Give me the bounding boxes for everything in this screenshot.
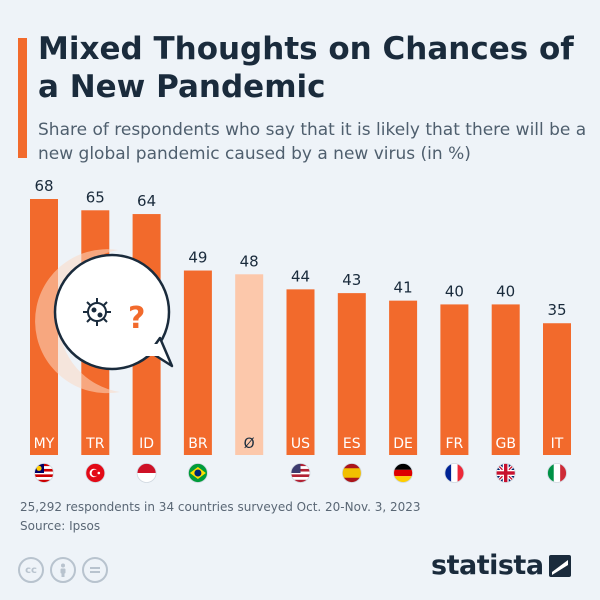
- question-mark-icon: ?: [128, 301, 145, 336]
- statista-logo[interactable]: statista: [431, 550, 571, 581]
- no-derivatives-icon[interactable]: [82, 557, 108, 583]
- category-label: ES: [343, 436, 361, 452]
- bar-de: [389, 300, 418, 455]
- speech-bubble: [53, 253, 171, 371]
- category-label: MY: [34, 436, 55, 452]
- category-label: GB: [495, 436, 515, 452]
- accent-bar: [18, 38, 27, 158]
- category-label: DE: [393, 436, 413, 452]
- category-label: TR: [85, 436, 105, 452]
- bar-es: [337, 293, 366, 455]
- value-label: 44: [291, 267, 310, 285]
- value-label: 35: [547, 301, 566, 319]
- bar-us: [286, 289, 315, 455]
- category-label: BR: [188, 436, 208, 452]
- value-label: 41: [394, 279, 413, 297]
- flag-italy-icon: [547, 463, 567, 483]
- category-label: IT: [551, 436, 564, 452]
- cc-icon[interactable]: cc: [18, 557, 44, 583]
- footer-note: 25,292 respondents in 34 countries surve…: [20, 500, 421, 514]
- category-label: Ø: [244, 436, 255, 452]
- value-label: 68: [34, 177, 53, 195]
- category-label: US: [291, 436, 310, 452]
- flag-malaysia-icon: [34, 463, 54, 483]
- flag-spain-icon: [342, 463, 362, 483]
- category-label: FR: [446, 436, 464, 452]
- flag-usa-icon: [291, 463, 310, 483]
- virus-icon: [83, 298, 111, 326]
- value-label: 40: [496, 282, 515, 300]
- attribution-icon[interactable]: [50, 557, 76, 583]
- chart-title: Mixed Thoughts on Chances of a New Pande…: [38, 31, 574, 105]
- flag-brazil-icon: [188, 463, 208, 483]
- source-note: Source: Ipsos: [20, 519, 101, 533]
- flag-indonesia-icon: [137, 463, 157, 483]
- value-label: 48: [240, 252, 259, 270]
- value-label: 64: [137, 192, 156, 210]
- virus-question-illustration: ?: [35, 249, 174, 394]
- flag-germany-icon: [393, 463, 413, 483]
- flag-uk-icon: [496, 463, 516, 483]
- illustration-shadow: [35, 249, 121, 394]
- chart-subtitle: Share of respondents who say that it is …: [38, 120, 587, 164]
- bar-gb: [491, 304, 520, 455]
- category-label: ID: [139, 436, 154, 452]
- bar-average: [235, 274, 264, 455]
- value-label: 43: [342, 271, 361, 289]
- bar-it: [543, 323, 571, 455]
- license-icons: cc: [18, 557, 108, 583]
- value-label: 65: [86, 188, 105, 206]
- bar-br: [183, 270, 212, 455]
- flag-turkey-icon: [85, 463, 105, 483]
- value-label: 49: [188, 249, 207, 267]
- bar-fr: [440, 304, 469, 455]
- value-label: 40: [445, 282, 464, 300]
- logo-text: statista: [431, 550, 544, 581]
- flag-france-icon: [444, 463, 464, 483]
- logo-mark-icon: [548, 554, 571, 577]
